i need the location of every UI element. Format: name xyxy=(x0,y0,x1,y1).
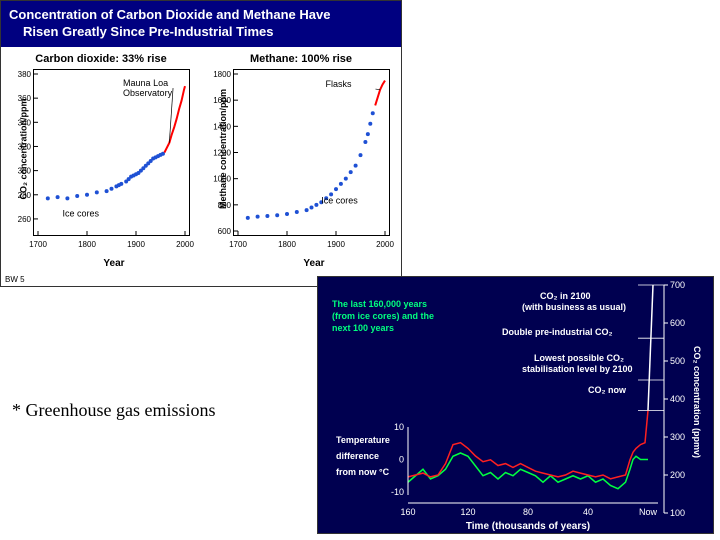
svg-text:1700: 1700 xyxy=(29,240,47,249)
svg-text:1800: 1800 xyxy=(278,240,296,249)
svg-text:1000: 1000 xyxy=(213,174,231,183)
methane-title: Methane: 100% rise xyxy=(207,53,395,65)
svg-text:800: 800 xyxy=(218,201,232,210)
svg-text:1900: 1900 xyxy=(327,240,345,249)
co2-plot-svg: 2602803003203403603801700180019002000Mau… xyxy=(33,69,190,236)
top-title-line1: Concentration of Carbon Dioxide and Meth… xyxy=(9,7,393,24)
slide-caption: * Greenhouse gas emissions xyxy=(12,400,215,421)
svg-text:200: 200 xyxy=(670,470,685,480)
svg-text:400: 400 xyxy=(670,394,685,404)
svg-text:0: 0 xyxy=(399,455,404,465)
bottom-figure-panel: The last 160,000 years (from ice cores) … xyxy=(317,276,714,534)
top-figure-panel: Concentration of Carbon Dioxide and Meth… xyxy=(0,0,402,287)
svg-text:600: 600 xyxy=(670,318,685,328)
svg-text:1700: 1700 xyxy=(229,240,247,249)
svg-text:340: 340 xyxy=(18,118,32,127)
svg-text:380: 380 xyxy=(18,70,32,79)
methane-xlabel: Year xyxy=(303,258,324,269)
co2-title: Carbon dioxide: 33% rise xyxy=(7,53,195,65)
top-title-line2: Risen Greatly Since Pre-Industrial Times xyxy=(9,24,393,41)
svg-text:1800: 1800 xyxy=(213,70,231,79)
svg-text:500: 500 xyxy=(670,356,685,366)
svg-text:1600: 1600 xyxy=(213,96,231,105)
svg-text:40: 40 xyxy=(583,507,593,517)
bw-label: BW 5 xyxy=(5,275,25,284)
svg-text:-10: -10 xyxy=(391,487,404,497)
svg-text:Ice cores: Ice cores xyxy=(321,195,358,205)
svg-text:Now: Now xyxy=(639,507,658,517)
svg-text:1200: 1200 xyxy=(213,148,231,157)
svg-text:700: 700 xyxy=(670,280,685,290)
svg-text:Time (thousands of years): Time (thousands of years) xyxy=(466,521,590,532)
svg-text:10: 10 xyxy=(394,422,404,432)
co2-xlabel: Year xyxy=(103,258,124,269)
svg-text:160: 160 xyxy=(400,507,415,517)
methane-plot-svg: 6008001000120014001600180017001800190020… xyxy=(233,69,390,236)
svg-text:260: 260 xyxy=(18,215,32,224)
svg-text:100: 100 xyxy=(670,508,685,518)
svg-text:360: 360 xyxy=(18,94,32,103)
svg-text:Flasks: Flasks xyxy=(326,79,353,89)
svg-text:80: 80 xyxy=(523,507,533,517)
svg-text:1400: 1400 xyxy=(213,122,231,131)
methane-chart: Methane: 100% rise Methane concentration… xyxy=(201,47,401,279)
svg-text:300: 300 xyxy=(18,166,32,175)
top-title: Concentration of Carbon Dioxide and Meth… xyxy=(1,1,401,47)
svg-text:Mauna LoaObservatory: Mauna LoaObservatory xyxy=(123,78,173,98)
svg-text:300: 300 xyxy=(670,432,685,442)
svg-text:2000: 2000 xyxy=(376,240,394,249)
bf-right-label: CO₂ concentration (ppmv) xyxy=(692,346,702,458)
co2-chart: Carbon dioxide: 33% rise CO₂ concentrati… xyxy=(1,47,201,279)
charts-row: Carbon dioxide: 33% rise CO₂ concentrati… xyxy=(1,47,401,279)
svg-text:280: 280 xyxy=(18,191,32,200)
svg-text:1800: 1800 xyxy=(78,240,96,249)
svg-text:Ice cores: Ice cores xyxy=(63,208,100,218)
svg-text:1900: 1900 xyxy=(127,240,145,249)
svg-text:320: 320 xyxy=(18,142,32,151)
svg-text:600: 600 xyxy=(218,227,232,236)
bf-plot-svg: 160 120 80 40 Now Time (thousands of years) 10… xyxy=(318,277,713,533)
svg-text:120: 120 xyxy=(460,507,475,517)
svg-text:2000: 2000 xyxy=(176,240,194,249)
